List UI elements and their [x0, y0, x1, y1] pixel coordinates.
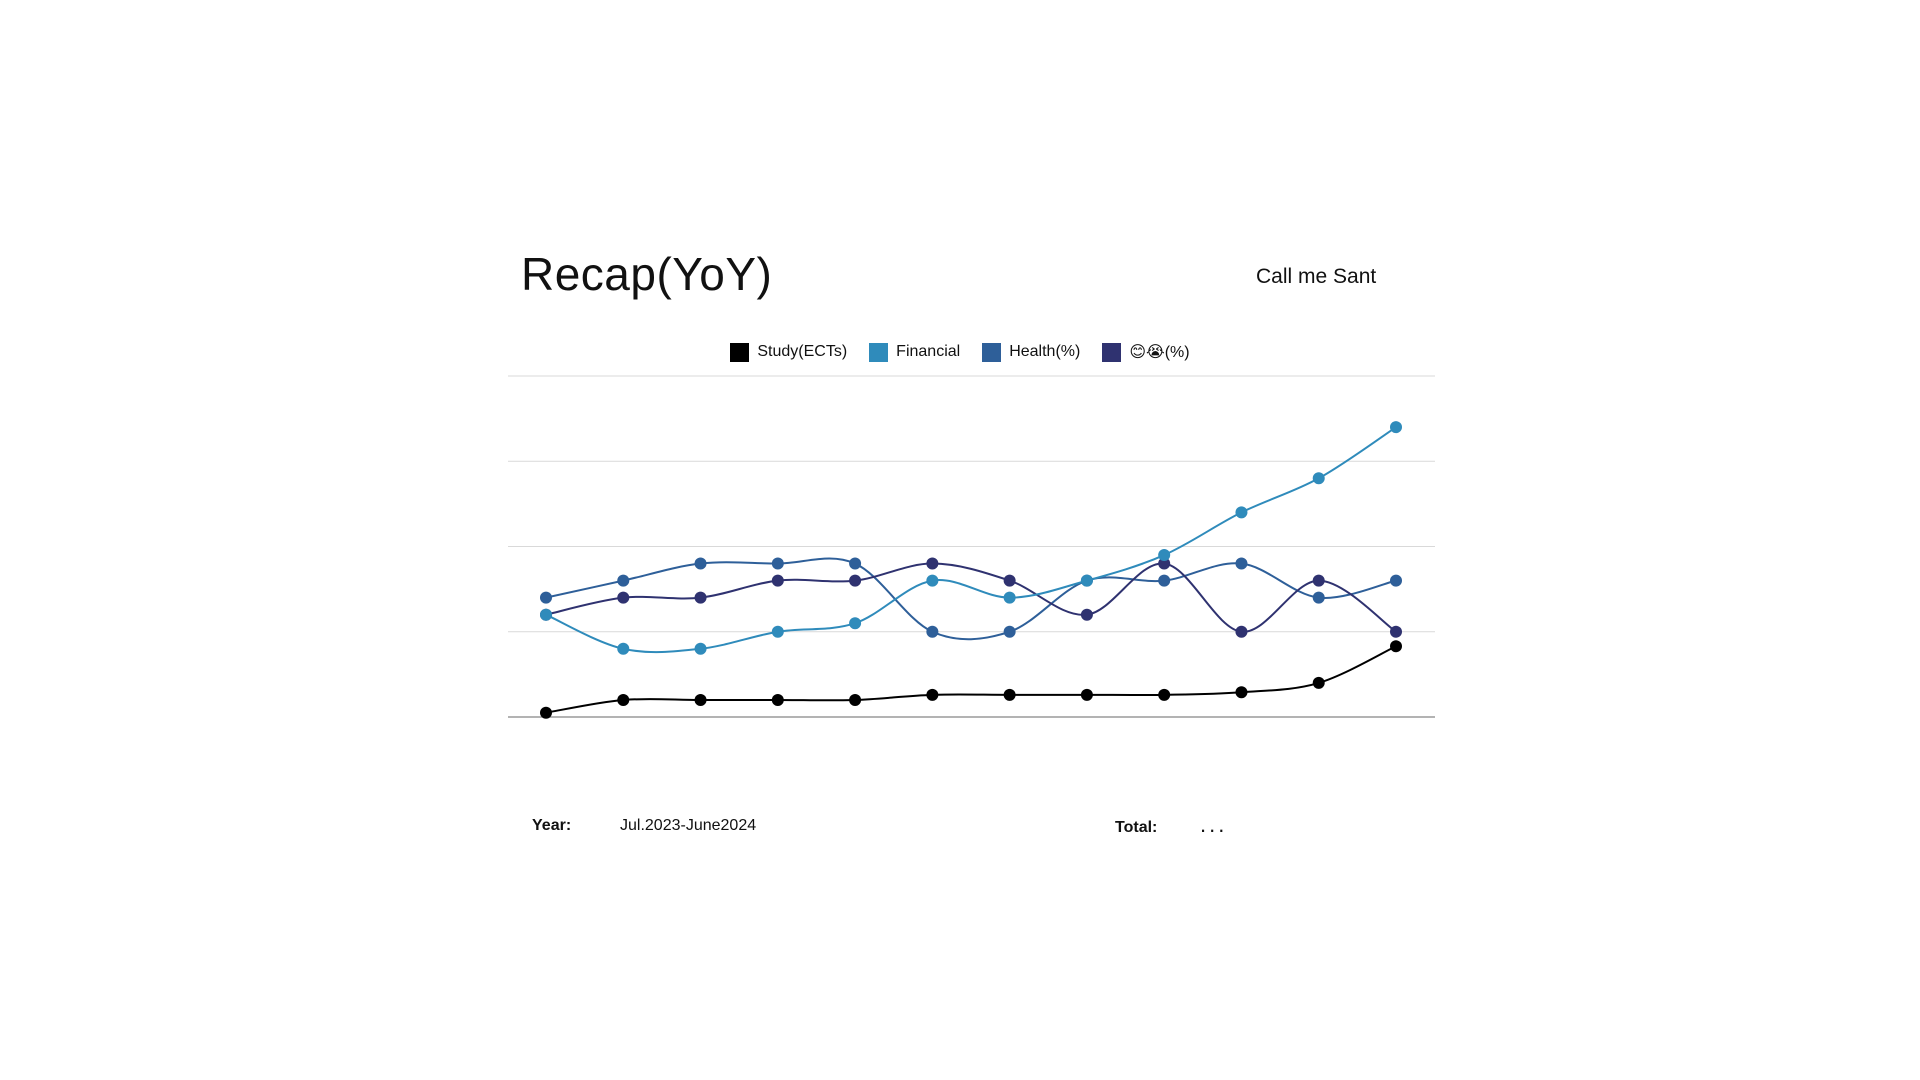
year-label: Year:	[532, 817, 572, 834]
data-point	[1080, 608, 1093, 621]
data-point	[1003, 591, 1016, 604]
data-point	[1390, 625, 1402, 638]
data-point	[926, 688, 939, 701]
data-point	[617, 693, 630, 706]
legend-swatch	[1102, 342, 1122, 362]
legend-swatch	[730, 342, 750, 362]
legend-label: Study(ECTs)	[757, 343, 848, 360]
data-point	[617, 574, 630, 587]
total-value: ...	[1200, 812, 1228, 837]
chart-title: Recap(YoY)	[521, 248, 773, 300]
data-point	[771, 693, 784, 706]
legend-label: Financial	[896, 343, 961, 360]
data-point	[694, 642, 707, 655]
data-point	[540, 706, 552, 719]
data-point	[1158, 574, 1171, 587]
data-point	[1235, 625, 1248, 638]
data-point	[540, 591, 552, 604]
chart-lines	[545, 426, 1397, 714]
legend-item: Health(%)	[982, 342, 1080, 362]
data-point	[540, 608, 552, 621]
legend-item: Study(ECTs)	[730, 342, 847, 362]
author-label: Call me Sant	[1256, 265, 1377, 288]
data-point	[849, 574, 862, 587]
data-point	[1003, 574, 1016, 587]
data-point	[849, 557, 862, 570]
data-point	[926, 625, 939, 638]
legend-swatch	[982, 342, 1002, 362]
data-point	[1312, 591, 1325, 604]
chart-grid	[508, 375, 1435, 718]
data-point	[694, 557, 707, 570]
data-point	[1390, 574, 1402, 587]
data-point	[694, 693, 707, 706]
data-point	[1080, 688, 1093, 701]
data-point	[1390, 421, 1402, 434]
data-point	[926, 574, 939, 587]
total-label: Total:	[1115, 819, 1158, 836]
data-point	[1158, 549, 1171, 562]
legend-label: 😊😭(%)	[1129, 344, 1190, 361]
data-point	[771, 625, 784, 638]
data-point	[849, 617, 862, 630]
data-point	[617, 591, 630, 604]
data-point	[1158, 688, 1171, 701]
data-point	[926, 557, 939, 570]
legend-item: Financial	[869, 342, 960, 362]
data-point	[1080, 574, 1093, 587]
data-point	[1158, 557, 1171, 570]
data-point	[1003, 688, 1016, 701]
series-line	[545, 645, 1397, 714]
year-value: Jul.2023-June2024	[620, 817, 757, 834]
data-point	[1235, 686, 1248, 699]
data-point	[1235, 506, 1248, 519]
data-point	[694, 591, 707, 604]
data-point	[1312, 574, 1325, 587]
data-point	[1390, 640, 1402, 653]
chart-points	[540, 421, 1402, 719]
data-point	[771, 557, 784, 570]
data-point	[1312, 676, 1325, 689]
data-point	[1235, 557, 1248, 570]
legend-item: 😊😭(%)	[1102, 342, 1190, 362]
legend-swatch	[869, 342, 889, 362]
data-point	[771, 574, 784, 587]
data-point	[1003, 625, 1016, 638]
chart-legend: Study(ECTs) Financial Health(%) 😊😭(%)	[0, 342, 1920, 362]
data-point	[849, 693, 862, 706]
data-point	[617, 642, 630, 655]
data-point	[1312, 472, 1325, 485]
legend-label: Health(%)	[1009, 343, 1081, 360]
